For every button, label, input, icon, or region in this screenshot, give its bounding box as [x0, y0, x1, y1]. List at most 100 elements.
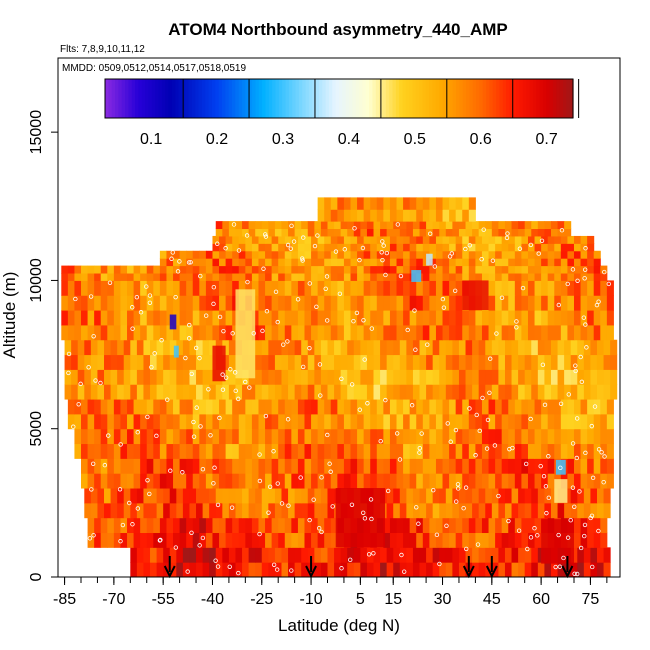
- heatmap-cell: [534, 324, 542, 341]
- heatmap-cell: [541, 295, 549, 311]
- heatmap-cell: [442, 295, 450, 311]
- colorbar-swatch: [466, 79, 470, 118]
- sample-point: [354, 310, 360, 316]
- heatmap-cell: [143, 502, 151, 519]
- heatmap-cell: [422, 235, 430, 244]
- heatmap-cell: [386, 502, 394, 519]
- heatmap-cell: [307, 354, 315, 370]
- heatmap-cell: [288, 502, 296, 519]
- heatmap-cell: [587, 517, 595, 534]
- heatmap-cell: [238, 235, 246, 244]
- heatmap-cell: [268, 547, 276, 563]
- heatmap-cell: [133, 428, 141, 445]
- heatmap-cell: [110, 502, 118, 519]
- heatmap-cell: [173, 473, 181, 489]
- sample-point: [383, 397, 388, 403]
- heatmap-cell: [189, 562, 197, 578]
- heatmap-cell: [357, 258, 365, 267]
- heatmap-cell: [113, 473, 121, 489]
- heatmap-cell: [212, 280, 220, 296]
- heatmap-cell: [531, 354, 539, 370]
- heatmap-cell: [251, 273, 259, 281]
- colorbar-swatch: [121, 79, 126, 118]
- sample-point: [583, 246, 588, 251]
- heatmap-cell: [278, 458, 286, 474]
- heatmap-cell: [468, 413, 476, 430]
- heatmap-cell: [274, 562, 282, 578]
- sample-point: [397, 457, 403, 462]
- heatmap-cell: [577, 339, 585, 356]
- heatmap-cell: [301, 502, 309, 519]
- heatmap-cell: [376, 235, 384, 244]
- heatmap-cell: [222, 339, 230, 356]
- heatmap-cell: [304, 399, 312, 415]
- sample-point: [208, 433, 213, 438]
- heatmap-cell: [547, 473, 555, 489]
- heatmap-cell: [90, 354, 98, 370]
- colorbar-swatch: [369, 79, 374, 118]
- heatmap-cell: [554, 324, 562, 341]
- heatmap-cell: [376, 258, 384, 267]
- heatmap-cell: [297, 235, 305, 244]
- heatmap-cell: [205, 310, 213, 326]
- heatmap-cell: [120, 273, 128, 281]
- heatmap-cell: [173, 324, 181, 341]
- heatmap-cell: [245, 532, 253, 548]
- heatmap-cell: [110, 384, 118, 400]
- heatmap-cell: [393, 339, 401, 356]
- heatmap-cell: [133, 532, 141, 548]
- heatmap-cell: [179, 443, 187, 459]
- x-tick-label: -10: [300, 591, 323, 608]
- heatmap-cell: [317, 324, 325, 341]
- heatmap-cell: [297, 324, 305, 341]
- colorbar-swatch: [546, 79, 551, 118]
- sample-point: [539, 238, 545, 243]
- heatmap-cell: [363, 413, 371, 430]
- colorbar-swatch: [175, 79, 180, 118]
- heatmap-cell: [458, 488, 467, 504]
- heatmap-cell: [343, 243, 352, 252]
- heatmap-cell: [140, 413, 148, 430]
- heatmap-cell: [130, 369, 138, 385]
- heatmap-cell: [291, 250, 299, 259]
- heatmap-cell: [107, 280, 115, 296]
- heatmap-cell: [426, 562, 434, 578]
- heatmap-cell: [600, 310, 608, 326]
- heatmap-cell: [107, 273, 115, 281]
- sample-point: [159, 338, 164, 343]
- heatmap-cell: [491, 354, 499, 370]
- heatmap-cell: [357, 209, 365, 222]
- sample-point: [127, 500, 132, 506]
- heatmap-cell: [288, 221, 296, 230]
- heatmap-cell: [514, 280, 522, 296]
- heatmap-cell: [317, 258, 325, 267]
- heatmap-cell: [347, 384, 355, 400]
- heatmap-cell: [343, 324, 352, 341]
- colorbar-swatch: [242, 79, 246, 118]
- heatmap-cell: [541, 310, 549, 326]
- heatmap-cell: [245, 517, 253, 534]
- heatmap-cell: [291, 458, 299, 474]
- sample-point: [582, 276, 587, 281]
- heatmap-cell: [199, 273, 207, 281]
- heatmap-cell: [380, 354, 388, 370]
- heatmap-cell: [498, 562, 506, 578]
- heatmap-cell: [153, 280, 161, 296]
- sample-point: [412, 308, 417, 313]
- heatmap-cell: [222, 488, 230, 504]
- heatmap-cell: [117, 384, 125, 400]
- heatmap-cell: [452, 562, 460, 578]
- heatmap-cell: [521, 295, 529, 311]
- heatmap-cell: [146, 532, 154, 548]
- heatmap-cell: [478, 562, 486, 578]
- sample-point: [366, 552, 372, 557]
- colorbar-swatch: [482, 79, 487, 118]
- heatmap-cell: [600, 517, 608, 534]
- heatmap-cell: [567, 428, 575, 445]
- heatmap-cell: [501, 250, 509, 259]
- colorbar-swatch: [322, 79, 327, 118]
- heatmap-cell: [435, 280, 444, 296]
- colorbar-swatch: [211, 79, 216, 118]
- heatmap-cell: [212, 324, 220, 341]
- heatmap-cell: [389, 197, 398, 210]
